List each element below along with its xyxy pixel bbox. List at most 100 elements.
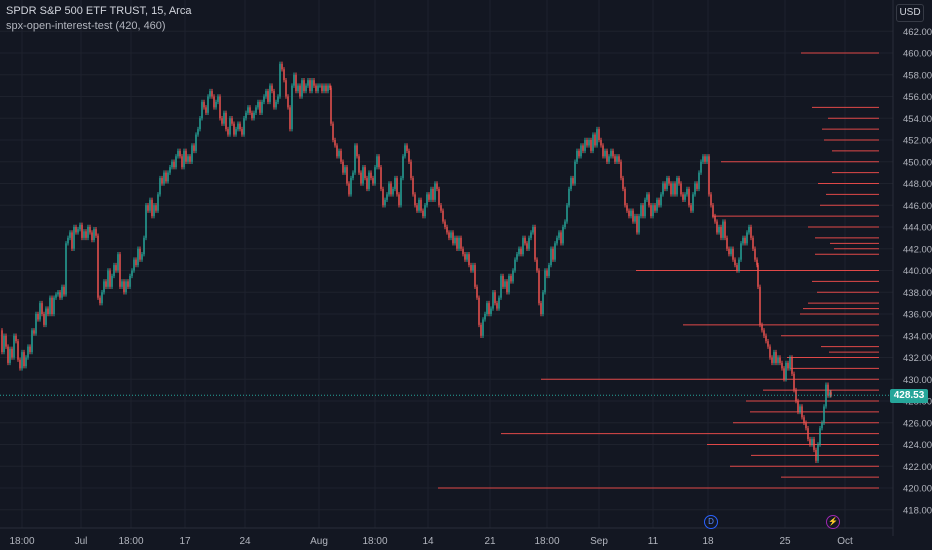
candle-body (482, 319, 484, 336)
candle-body (303, 80, 305, 92)
price-tick-label: 434.00 (903, 331, 932, 342)
candle-body (763, 330, 765, 336)
candle-body (688, 188, 690, 206)
candle-body (514, 259, 516, 271)
candle-body (536, 259, 538, 271)
candle-body (738, 259, 740, 271)
candle-body (5, 335, 7, 347)
candle-body (462, 248, 464, 255)
time-tick-label: 14 (422, 536, 434, 547)
candle-body (287, 96, 289, 108)
candle-body (259, 101, 261, 113)
candle-body (111, 275, 113, 287)
time-tick-label: 18:00 (9, 536, 34, 547)
candle-body (342, 161, 344, 173)
candle-body (85, 231, 87, 238)
candle-body (666, 178, 668, 189)
candle-body (692, 194, 694, 211)
candle-body (105, 281, 107, 287)
candle-body (478, 297, 480, 325)
candle-body (556, 237, 558, 244)
candle-body (542, 292, 544, 314)
candle-body (746, 232, 748, 244)
candle-body (390, 183, 392, 195)
candle-body (29, 346, 31, 353)
candle-body (273, 91, 275, 108)
candle-body (344, 167, 346, 173)
candle-body (233, 123, 235, 135)
candle-body (821, 422, 823, 429)
candle-body (362, 167, 364, 184)
price-tick-label: 438.00 (903, 288, 932, 299)
candle-body (428, 194, 430, 200)
candle-body (131, 270, 133, 276)
candle-body (769, 346, 771, 358)
candle-body (708, 156, 710, 195)
candle-body (734, 259, 736, 266)
candle-body (219, 96, 221, 119)
candle-body (153, 205, 155, 217)
candle-body (614, 156, 616, 162)
candle-body (646, 194, 648, 200)
candle-body (297, 85, 299, 92)
indicator-label[interactable]: spx-open-interest-test (420, 460) (6, 20, 166, 32)
symbol-title[interactable]: SPDR S&P 500 ETF TRUST, 15, Arca (6, 5, 192, 17)
currency-button[interactable]: USD (896, 4, 924, 22)
candle-body (247, 107, 249, 113)
candle-body (454, 237, 456, 244)
last-price-tag: 428.53 (890, 389, 928, 403)
price-tick-label: 422.00 (903, 462, 932, 473)
candle-body (253, 112, 255, 119)
candle-body (179, 150, 181, 157)
candle-body (502, 275, 504, 287)
price-tick-label: 426.00 (903, 418, 932, 429)
candle-body (325, 85, 327, 92)
candle-body (724, 221, 726, 238)
time-tick-label: Aug (310, 536, 328, 547)
candle-body (750, 227, 752, 238)
candle-body (257, 101, 259, 108)
time-axis[interactable]: 18:00 Jul 18:00 17 24 Aug 18:00 14 21 18:00 Sep 11 1… (9, 536, 853, 547)
candle-body (41, 303, 43, 314)
candle-body (524, 237, 526, 244)
candle-body (612, 150, 614, 157)
candle-body (317, 85, 319, 92)
candle-body (807, 428, 809, 440)
candle-body (185, 150, 187, 162)
earnings-marker-icon[interactable]: ⚡ (826, 515, 840, 529)
candle-body (426, 194, 428, 206)
candle-body (600, 140, 602, 146)
candle-body (504, 281, 506, 287)
candle-body (103, 281, 105, 293)
candle-body (398, 194, 400, 206)
candle-body (107, 270, 109, 287)
price-axis[interactable]: 418.00420.00422.00424.00426.00428.00430.… (903, 27, 932, 517)
candle-body (680, 183, 682, 195)
candle-body (39, 303, 41, 320)
candle-body (624, 188, 626, 206)
candle-body (133, 259, 135, 271)
candle-body (564, 221, 566, 227)
candle-body (422, 210, 424, 217)
candle-body (460, 237, 462, 249)
candle-body (113, 265, 115, 276)
price-tick-label: 432.00 (903, 353, 932, 364)
candle-body (518, 248, 520, 255)
candle-body (366, 178, 368, 189)
candle-body (793, 373, 795, 391)
candle-body (644, 199, 646, 217)
dividend-marker-icon[interactable]: D (704, 515, 718, 529)
candle-body (598, 129, 600, 140)
candle-body (27, 346, 29, 358)
candle-body (151, 199, 153, 217)
candle-body (209, 91, 211, 97)
candle-body (223, 112, 225, 124)
candle-body (309, 80, 311, 92)
candle-body (789, 357, 791, 369)
price-tick-label: 444.00 (903, 223, 932, 234)
candle-body (658, 199, 660, 206)
time-tick-label: 18:00 (534, 536, 559, 547)
candle-body (436, 183, 438, 189)
